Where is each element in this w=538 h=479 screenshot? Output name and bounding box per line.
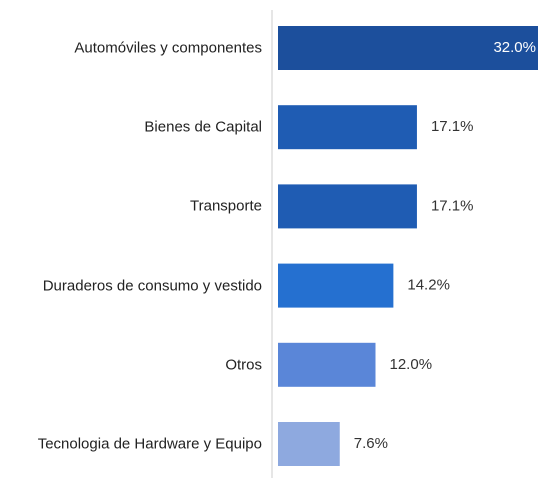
value-label: 32.0% (493, 39, 536, 56)
category-label: Tecnologia de Hardware y Equipo (37, 435, 262, 453)
bar (278, 342, 376, 387)
category-label: Automóviles y componentes (74, 39, 262, 57)
value-label: 7.6% (354, 435, 388, 452)
value-label: 14.2% (407, 277, 450, 294)
bar (278, 105, 417, 150)
category-label: Transporte (190, 197, 262, 215)
category-label: Bienes de Capital (144, 118, 262, 136)
bar (278, 26, 538, 70)
value-label: 17.1% (431, 118, 474, 135)
bar (278, 184, 417, 229)
category-label: Otros (225, 356, 262, 374)
bar (278, 422, 340, 466)
bar (278, 263, 394, 308)
value-label: 17.1% (431, 197, 474, 214)
value-label: 12.0% (390, 356, 433, 373)
category-label: Duraderos de consumo y vestido (42, 277, 262, 295)
